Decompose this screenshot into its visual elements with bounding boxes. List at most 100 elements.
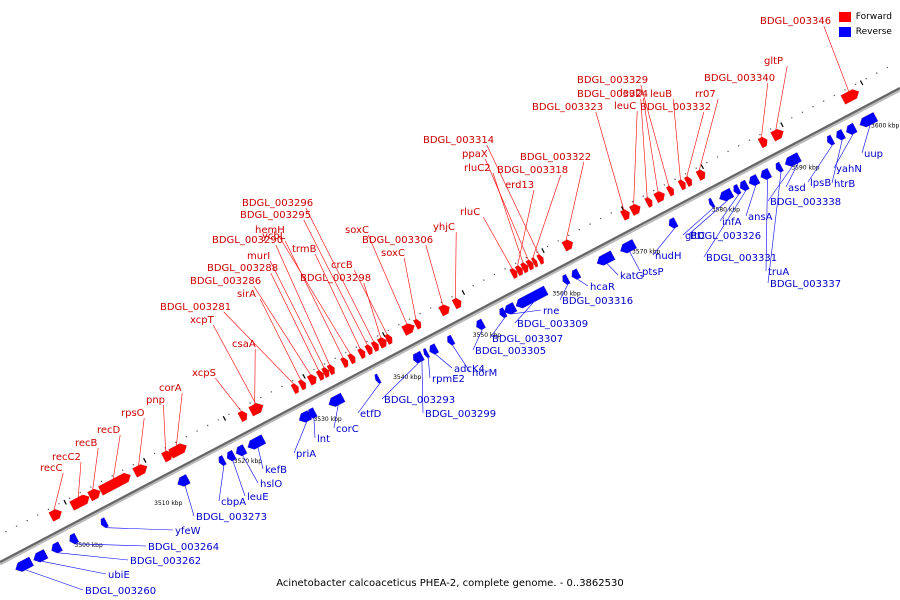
forward-gene-label: BDGL_003295 <box>240 210 311 221</box>
minor-tick <box>366 340 368 343</box>
leader-line <box>861 125 871 154</box>
minor-tick <box>451 296 453 298</box>
leader-line <box>75 543 147 547</box>
forward-gene-label: yhjC <box>433 222 455 233</box>
forward-gene <box>48 508 62 522</box>
forward-gene-label: ycbL <box>262 231 286 242</box>
reverse-gene-label: yahN <box>836 164 862 175</box>
major-tick <box>541 248 545 254</box>
forward-gene-label: recC <box>40 463 63 474</box>
minor-tick <box>493 273 496 276</box>
leader-line <box>223 311 294 384</box>
tick-label: 3580 kbp <box>712 206 740 213</box>
minor-tick <box>228 413 230 416</box>
forward-gene-label: leuB <box>650 89 672 100</box>
forward-gene <box>132 464 148 478</box>
tick-label: 3560 kbp <box>552 290 580 297</box>
reverse-gene-label: corC <box>336 424 359 435</box>
reverse-gene-label: BDGL_003264 <box>148 542 219 553</box>
leader-line <box>270 272 319 371</box>
leader-line <box>275 244 330 365</box>
forward-gene-label: BDGL_003281 <box>160 302 231 313</box>
leader-line <box>305 207 374 342</box>
reverse-gene <box>668 217 679 229</box>
major-tick <box>780 122 784 128</box>
leader-line <box>53 472 64 510</box>
tick-label: 3600 kbp <box>871 122 899 129</box>
leader-line <box>484 158 529 261</box>
reverse-gene-label: rpmE2 <box>432 374 465 385</box>
reverse-gene-label: etfD <box>360 409 382 420</box>
leader-line <box>92 447 99 490</box>
reverse-gene-label: katG <box>620 271 643 282</box>
reverse-gene <box>247 434 267 450</box>
leader-line <box>163 404 166 452</box>
reverse-gene <box>226 449 237 462</box>
genome-axis <box>0 87 900 566</box>
forward-gene <box>619 209 630 221</box>
minor-tick <box>249 402 251 404</box>
forward-gene-label: rluC <box>460 207 480 218</box>
minor-tick <box>525 256 527 259</box>
reverse-gene-label: priA <box>296 449 316 460</box>
leader-line <box>687 199 729 236</box>
minor-tick <box>472 284 474 287</box>
tick-label: 3550 kbp <box>473 332 501 339</box>
forward-gene-label: xcpS <box>192 368 216 379</box>
leader-line <box>761 82 769 138</box>
legend-forward: Forward <box>838 9 892 24</box>
forward-gene-label: rluC2 <box>464 163 491 174</box>
minor-tick <box>90 486 92 488</box>
forward-gene-label: BDGL_003298 <box>300 273 371 284</box>
forward-gene-label: trmB <box>292 244 317 255</box>
minor-tick <box>440 301 443 304</box>
minor-tick <box>334 357 336 360</box>
forward-gene-label: BDGL_003332 <box>640 102 711 113</box>
reverse-gene <box>739 179 750 192</box>
forward-gene-label: corA <box>159 383 182 394</box>
leader-line <box>486 144 539 255</box>
leader-line <box>640 84 670 187</box>
reverse-gene-label: ptsP <box>642 267 664 278</box>
forward-gene-label: BDGL_003306 <box>362 235 433 246</box>
forward-gene-label: sirA <box>237 289 256 300</box>
forward-gene-label: recC2 <box>52 452 81 463</box>
reverse-gene <box>503 301 518 315</box>
leader-line <box>112 434 121 479</box>
forward-gene <box>665 185 675 197</box>
reverse-gene <box>499 307 508 319</box>
minor-tick <box>706 161 708 164</box>
forward-gene-label: hemH <box>255 225 285 236</box>
forward-gene-label: pnp <box>146 395 165 406</box>
leader-line <box>640 98 648 198</box>
forward-gene <box>237 410 248 423</box>
minor-tick <box>281 385 283 388</box>
reverse-gene <box>826 134 836 146</box>
tick-label: 3510 kbp <box>154 500 182 507</box>
leader-line <box>455 231 457 299</box>
leader-line <box>642 97 659 192</box>
forward-gene-label: BDGL_003318 <box>497 165 568 176</box>
leader-line <box>253 285 311 375</box>
leader-line <box>823 25 849 92</box>
minor-tick <box>610 212 612 214</box>
forward-gene-label: BDGL_003296 <box>242 198 313 209</box>
minor-tick <box>822 100 825 102</box>
leader-line <box>559 284 568 301</box>
leader-line <box>176 392 183 446</box>
leader-line <box>785 163 799 188</box>
leader-line <box>367 234 408 325</box>
reverse-gene <box>708 197 716 209</box>
forward-gene <box>97 472 131 496</box>
forward-gene <box>297 379 307 391</box>
reverse-gene-label: BDGL_003293 <box>384 395 455 406</box>
forward-gene <box>87 488 101 502</box>
leader-line <box>831 139 843 184</box>
reverse-gene-label: norM <box>472 368 497 379</box>
tick-label: 3530 kbp <box>313 416 341 423</box>
minor-tick <box>801 111 804 113</box>
reverse-gene <box>422 347 431 359</box>
forward-gene-label: BDGL_003288 <box>207 263 278 274</box>
leader-line <box>314 253 361 349</box>
leader-line <box>452 344 471 373</box>
